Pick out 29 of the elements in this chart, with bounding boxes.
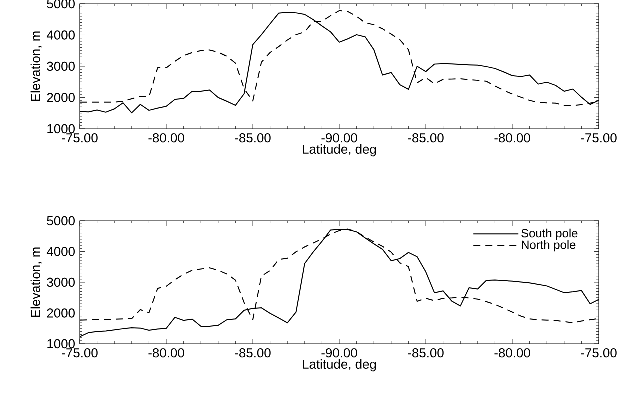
y-tick-label: 4000 xyxy=(46,247,75,256)
y-tick-label: 4000 xyxy=(46,30,75,40)
y-axis-title: Elevation, m xyxy=(30,248,42,318)
x-tick-label: -85.00 xyxy=(408,134,444,143)
x-tick-label: -75.00 xyxy=(581,134,617,143)
legend-label: South pole xyxy=(522,228,578,240)
x-tick-label: -80.00 xyxy=(148,348,184,358)
x-tick-label: -80.00 xyxy=(494,348,530,358)
x-tick-label: -90.00 xyxy=(322,134,358,143)
x-tick-label: -80.00 xyxy=(494,134,530,143)
y-tick-label: 1000 xyxy=(48,339,75,349)
y-tick-label: 5000 xyxy=(47,216,75,226)
x-tick-label: -75.00 xyxy=(62,348,98,358)
y-tick-label: 2000 xyxy=(47,93,75,102)
x-tick-label: -90.00 xyxy=(322,348,358,358)
x-axis-title: Latitude, deg xyxy=(303,360,376,372)
y-tick-label: 3000 xyxy=(47,62,75,72)
x-tick-label: -85.00 xyxy=(235,134,271,143)
x-tick-label: -75.00 xyxy=(62,134,98,143)
y-tick-label: 3000 xyxy=(47,278,75,288)
legend-label: North pole xyxy=(522,240,576,252)
x-tick-label: -80.00 xyxy=(148,134,184,143)
y-tick-label: 2000 xyxy=(47,308,75,318)
x-tick-label: -75.00 xyxy=(581,348,617,358)
x-tick-label: -85.00 xyxy=(235,348,271,358)
x-tick-label: -85.00 xyxy=(408,348,444,358)
y-axis-title: Elevation, m xyxy=(30,32,42,102)
y-tick-label: 1000 xyxy=(48,124,75,134)
x-axis-title: Latitude, deg xyxy=(303,144,376,157)
